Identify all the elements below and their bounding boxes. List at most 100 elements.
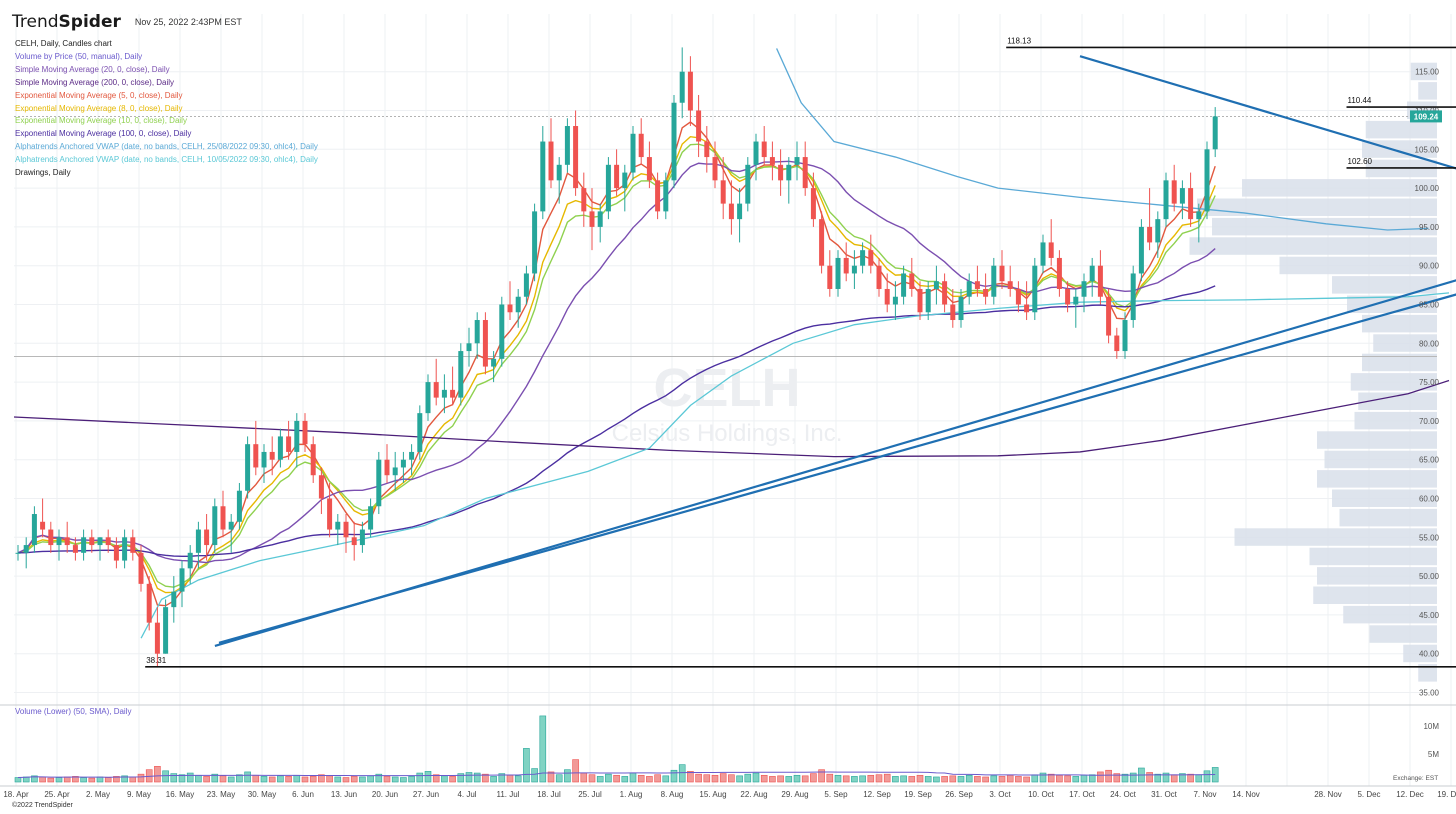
legend-item[interactable]: Exponential Moving Average (10, 0, close…	[15, 116, 187, 126]
legend-item[interactable]: Exponential Moving Average (5, 0, close)…	[15, 90, 183, 100]
candle-body	[277, 436, 283, 460]
volume-bar	[391, 776, 399, 783]
candle-body	[1056, 257, 1062, 289]
volume-bar	[539, 715, 547, 783]
candle-body	[663, 180, 669, 212]
volume-bar	[670, 769, 678, 783]
volume-bar	[506, 774, 514, 783]
vbp-bar	[1343, 605, 1437, 624]
legend-item[interactable]: Volume by Price (50, manual), Daily	[15, 51, 143, 61]
volume-bar	[924, 776, 932, 783]
candle-body	[925, 288, 931, 313]
candle-body	[999, 265, 1005, 282]
legend-item[interactable]: Simple Moving Average (20, 0, close), Da…	[15, 64, 170, 74]
volume-bar	[629, 772, 637, 783]
legend-item[interactable]: Alphatrends Anchored VWAP (date, no band…	[15, 142, 318, 152]
volume-bar	[367, 775, 374, 783]
candle-body	[761, 141, 767, 158]
candle-body	[1097, 265, 1103, 297]
last-price-tag-label: 109.24	[1414, 112, 1439, 121]
volume-tick-label: 5M	[1428, 750, 1439, 759]
price-tick-label: 65.00	[1419, 456, 1440, 465]
date-tick-label: 31. Oct	[1151, 790, 1178, 799]
volume-bar	[1113, 773, 1121, 783]
ma-line	[17, 160, 1216, 564]
indicator-legend: CELH, Daily, Candles chart Volume by Pric…	[15, 38, 318, 180]
vbp-bar	[1350, 373, 1437, 391]
legend-item[interactable]: CELH, Daily, Candles chart	[15, 39, 112, 48]
candle-body	[868, 250, 874, 266]
volume-legend[interactable]: Volume (Lower) (50, SMA), Daily	[15, 707, 132, 716]
volume-bar	[949, 775, 957, 783]
volume-bar	[1203, 770, 1211, 783]
volume-bar	[1170, 774, 1178, 783]
candle-body	[72, 545, 78, 553]
date-tick-label: 13. Jun	[331, 790, 357, 799]
volume-bar	[531, 768, 538, 783]
volume-bar	[580, 772, 588, 783]
candle-body	[942, 281, 948, 305]
volume-bar	[801, 775, 809, 783]
candle-body	[950, 304, 956, 321]
volume-bar	[72, 776, 79, 783]
volume-bar	[998, 776, 1006, 783]
volume-bar	[31, 775, 38, 783]
volume-bar	[129, 776, 137, 783]
candle-body	[204, 529, 210, 546]
vbp-bar	[1347, 295, 1437, 313]
vbp-bar	[1418, 82, 1437, 100]
candle-body	[253, 444, 259, 468]
volume-bar	[826, 773, 834, 783]
legend-item[interactable]: Simple Moving Average (200, 0, close), D…	[15, 77, 175, 87]
legend-item[interactable]: Exponential Moving Average (8, 0, close)…	[15, 103, 183, 113]
candle-body	[351, 537, 357, 546]
volume-bar	[810, 773, 817, 783]
candle-body	[1188, 188, 1194, 220]
candle-body	[646, 157, 652, 181]
legend-item[interactable]: Exponential Moving Average (100, 0, clos…	[15, 129, 192, 139]
volume-bar	[1088, 774, 1096, 783]
candle-body	[540, 141, 546, 212]
date-tick-label: 5. Dec	[1357, 790, 1380, 799]
date-tick-label: 3. Oct	[989, 790, 1011, 799]
volume-bar	[760, 774, 768, 783]
volume-bar	[350, 776, 358, 783]
candle-body	[573, 126, 579, 189]
volume-bar	[1039, 772, 1047, 783]
date-tick-label: 18. Jul	[537, 790, 561, 799]
volume-bar	[892, 776, 899, 783]
volume-bar	[39, 776, 46, 783]
ma-line	[17, 135, 1216, 594]
candle-body	[269, 451, 275, 460]
volume-bar	[654, 774, 661, 783]
candle-body	[261, 451, 267, 468]
vbp-bar	[1332, 276, 1437, 294]
candle-body	[1065, 288, 1071, 305]
volume-bar	[818, 769, 825, 783]
candle-body	[532, 211, 538, 274]
volume-bar	[785, 776, 793, 783]
legend-item[interactable]: Alphatrends Anchored VWAP (date, no band…	[15, 155, 318, 165]
date-tick-label: 16. May	[166, 790, 194, 799]
candle-body	[138, 552, 144, 584]
candle-body	[499, 304, 505, 359]
volume-bar	[555, 774, 563, 783]
candle-body	[794, 157, 800, 165]
candle-body	[376, 459, 382, 507]
candle-body	[187, 552, 193, 569]
candle-body	[236, 490, 242, 522]
legend-item[interactable]: Drawings, Daily	[15, 168, 71, 178]
level-label: 38.31	[146, 656, 167, 665]
date-tick-label: 2. May	[86, 790, 110, 799]
volume-bar	[309, 776, 317, 783]
volume-bar	[473, 772, 481, 783]
trendspider-logo[interactable]: TrendSpider	[12, 12, 121, 32]
candle-body	[1147, 226, 1153, 243]
volume-bar	[621, 776, 629, 783]
volume-bar	[859, 775, 866, 783]
volume-bar	[883, 773, 891, 783]
indicator-line	[13, 379, 1450, 458]
volume-bar	[523, 748, 530, 783]
candle-body	[515, 296, 521, 313]
